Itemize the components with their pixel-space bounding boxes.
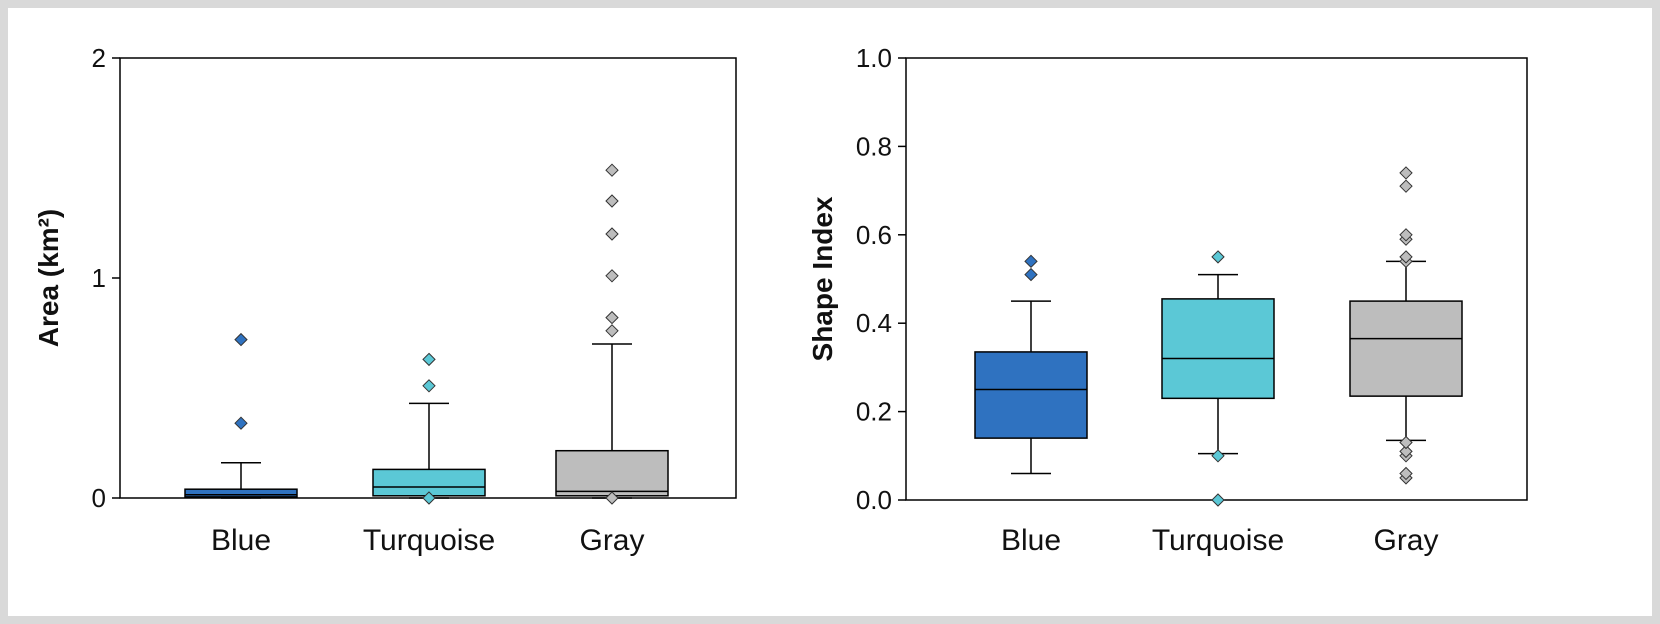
area-x-tick-label: Gray: [579, 524, 644, 557]
shape-index-outlier-point: [1399, 166, 1413, 180]
area-y-axis-label: Area (km²): [33, 209, 64, 347]
area-outlier-point: [605, 163, 619, 177]
area-outlier-point: [605, 324, 619, 338]
shape-index-y-axis-label: Shape Index: [807, 196, 838, 361]
shape-index-outlier-point: [1399, 466, 1413, 481]
area-x-tick-label: Blue: [211, 524, 271, 557]
shape-index-outlier-point: [1399, 228, 1413, 242]
shape-index-box-turquoise: [1161, 298, 1275, 400]
shape-index-box-blue: [974, 351, 1088, 439]
shape-index-outlier-point: [1211, 250, 1225, 264]
area-marks: 0 1 2 Blue Turquoise Gray: [92, 43, 669, 557]
shape-index-outlier-point: [1024, 254, 1038, 269]
area-outlier-point: [234, 416, 248, 430]
area-x-tick-label: Turquoise: [363, 524, 495, 557]
shape-index-x-tick-label: Turquoise: [1152, 524, 1284, 557]
area-y-tick-label: 2: [92, 43, 106, 73]
shape-index-y-tick-label: 0.4: [856, 308, 892, 338]
area-box-blue: [184, 488, 298, 498]
shape-index-outlier-point: [1024, 267, 1038, 282]
area-boxplot: 0 1 2 Blue Turquoise Gray Area (km²): [33, 43, 737, 557]
shape-index-y-tick-label: 0.8: [856, 131, 892, 161]
area-outlier-point: [605, 310, 619, 325]
shape-index-outlier-point: [1399, 250, 1413, 264]
shape-index-x-tick-label: Blue: [1001, 524, 1061, 557]
shape-index-y-tick-label: 1.0: [856, 43, 892, 73]
area-outlier-point: [422, 379, 436, 393]
area-outlier-point: [605, 269, 619, 283]
shape-index-box-gray: [1349, 300, 1463, 397]
area-outlier-point: [422, 491, 436, 505]
area-outlier-point: [422, 352, 436, 367]
area-outlier-point: [605, 491, 619, 505]
shape-index-boxplot: 0.0 0.2 0.4 0.6 0.8 1.0 Blue Turquoise Gray Shap…: [807, 43, 1528, 557]
shape-index-outlier-point: [1399, 444, 1413, 459]
area-outlier-point: [605, 194, 619, 208]
area-y-tick-label: 0: [92, 483, 106, 513]
shape-index-y-tick-label: 0.6: [856, 220, 892, 250]
area-y-tick-label: 1: [92, 263, 106, 293]
shape-index-outlier-point: [1399, 179, 1413, 193]
area-outlier-point: [234, 332, 248, 347]
shape-index-x-tick-label: Gray: [1373, 524, 1438, 557]
area-outlier-point: [605, 227, 619, 241]
shape-index-outlier-point: [1211, 449, 1225, 463]
shape-index-marks: 0.0 0.2 0.4 0.6 0.8 1.0 Blue Turquoise Gray: [856, 43, 1463, 557]
shape-index-outlier-point: [1211, 493, 1225, 507]
area-box-gray: [555, 449, 669, 497]
area-plot-area: [119, 57, 737, 499]
shape-index-y-tick-label: 0.2: [856, 397, 892, 427]
shape-index-outlier-point: [1399, 435, 1413, 450]
shape-index-y-tick-label: 0.0: [856, 485, 892, 515]
